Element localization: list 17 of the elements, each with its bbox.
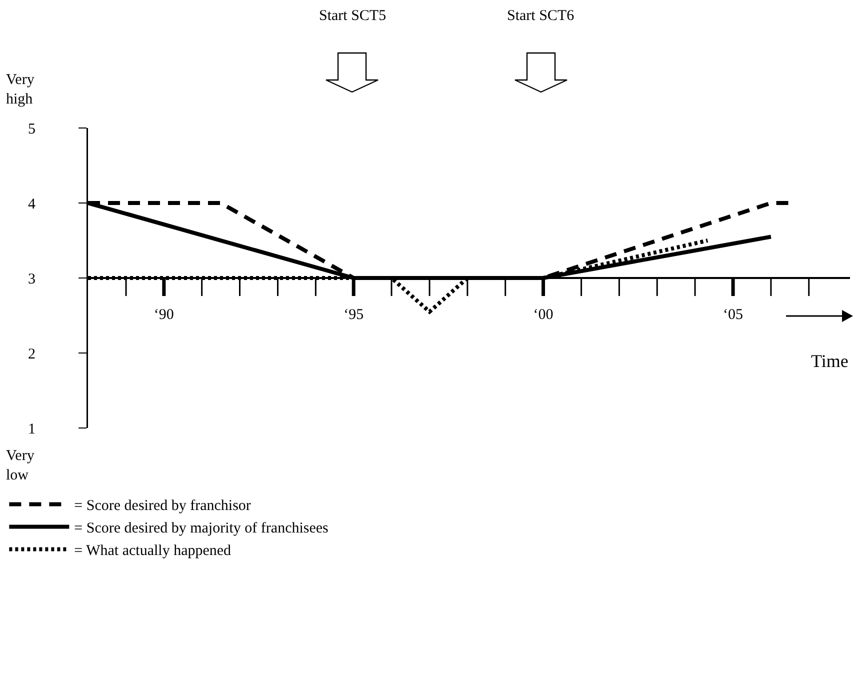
- y-tick-label: 3: [28, 271, 36, 288]
- x-axis-title: Time: [811, 351, 848, 371]
- text: Very low: [6, 448, 35, 484]
- legend-label: = What actually happened: [74, 543, 232, 560]
- y-tick-label: 2: [28, 346, 36, 362]
- y-tick-label: 5: [28, 121, 36, 138]
- x-tick-label: ‘05: [723, 307, 744, 323]
- x-tick-label: ‘00: [533, 307, 554, 323]
- legend-label: = Score desired by franchisor: [74, 498, 251, 514]
- x-tick-label: ‘90: [154, 307, 174, 323]
- legend-label: = Score desired by majority of franchisees: [74, 520, 329, 537]
- x-tick-label: ‘95: [344, 307, 364, 323]
- text: Start SCT6: [507, 8, 575, 24]
- y-tick-label: 4: [28, 196, 36, 212]
- text: Very high: [6, 72, 35, 108]
- y-tick-label: 1: [28, 421, 36, 438]
- text: Start SCT5: [319, 8, 386, 24]
